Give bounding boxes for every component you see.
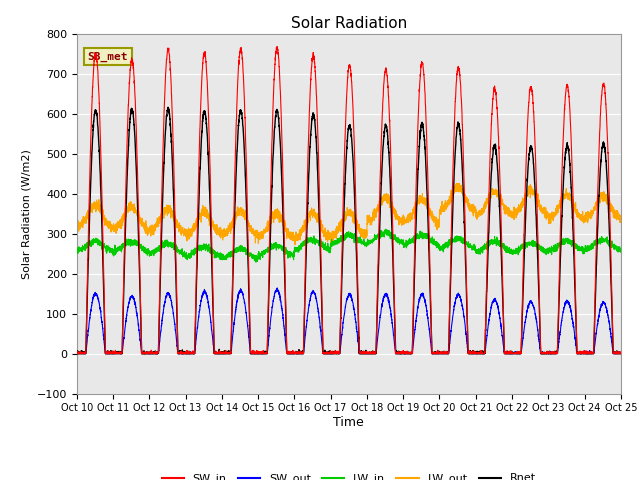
Text: SB_met: SB_met [88, 51, 128, 62]
Y-axis label: Solar Radiation (W/m2): Solar Radiation (W/m2) [21, 149, 31, 278]
X-axis label: Time: Time [333, 416, 364, 429]
Title: Solar Radiation: Solar Radiation [291, 16, 407, 31]
Legend: SW_in, SW_out, LW_in, LW_out, Rnet: SW_in, SW_out, LW_in, LW_out, Rnet [157, 469, 540, 480]
